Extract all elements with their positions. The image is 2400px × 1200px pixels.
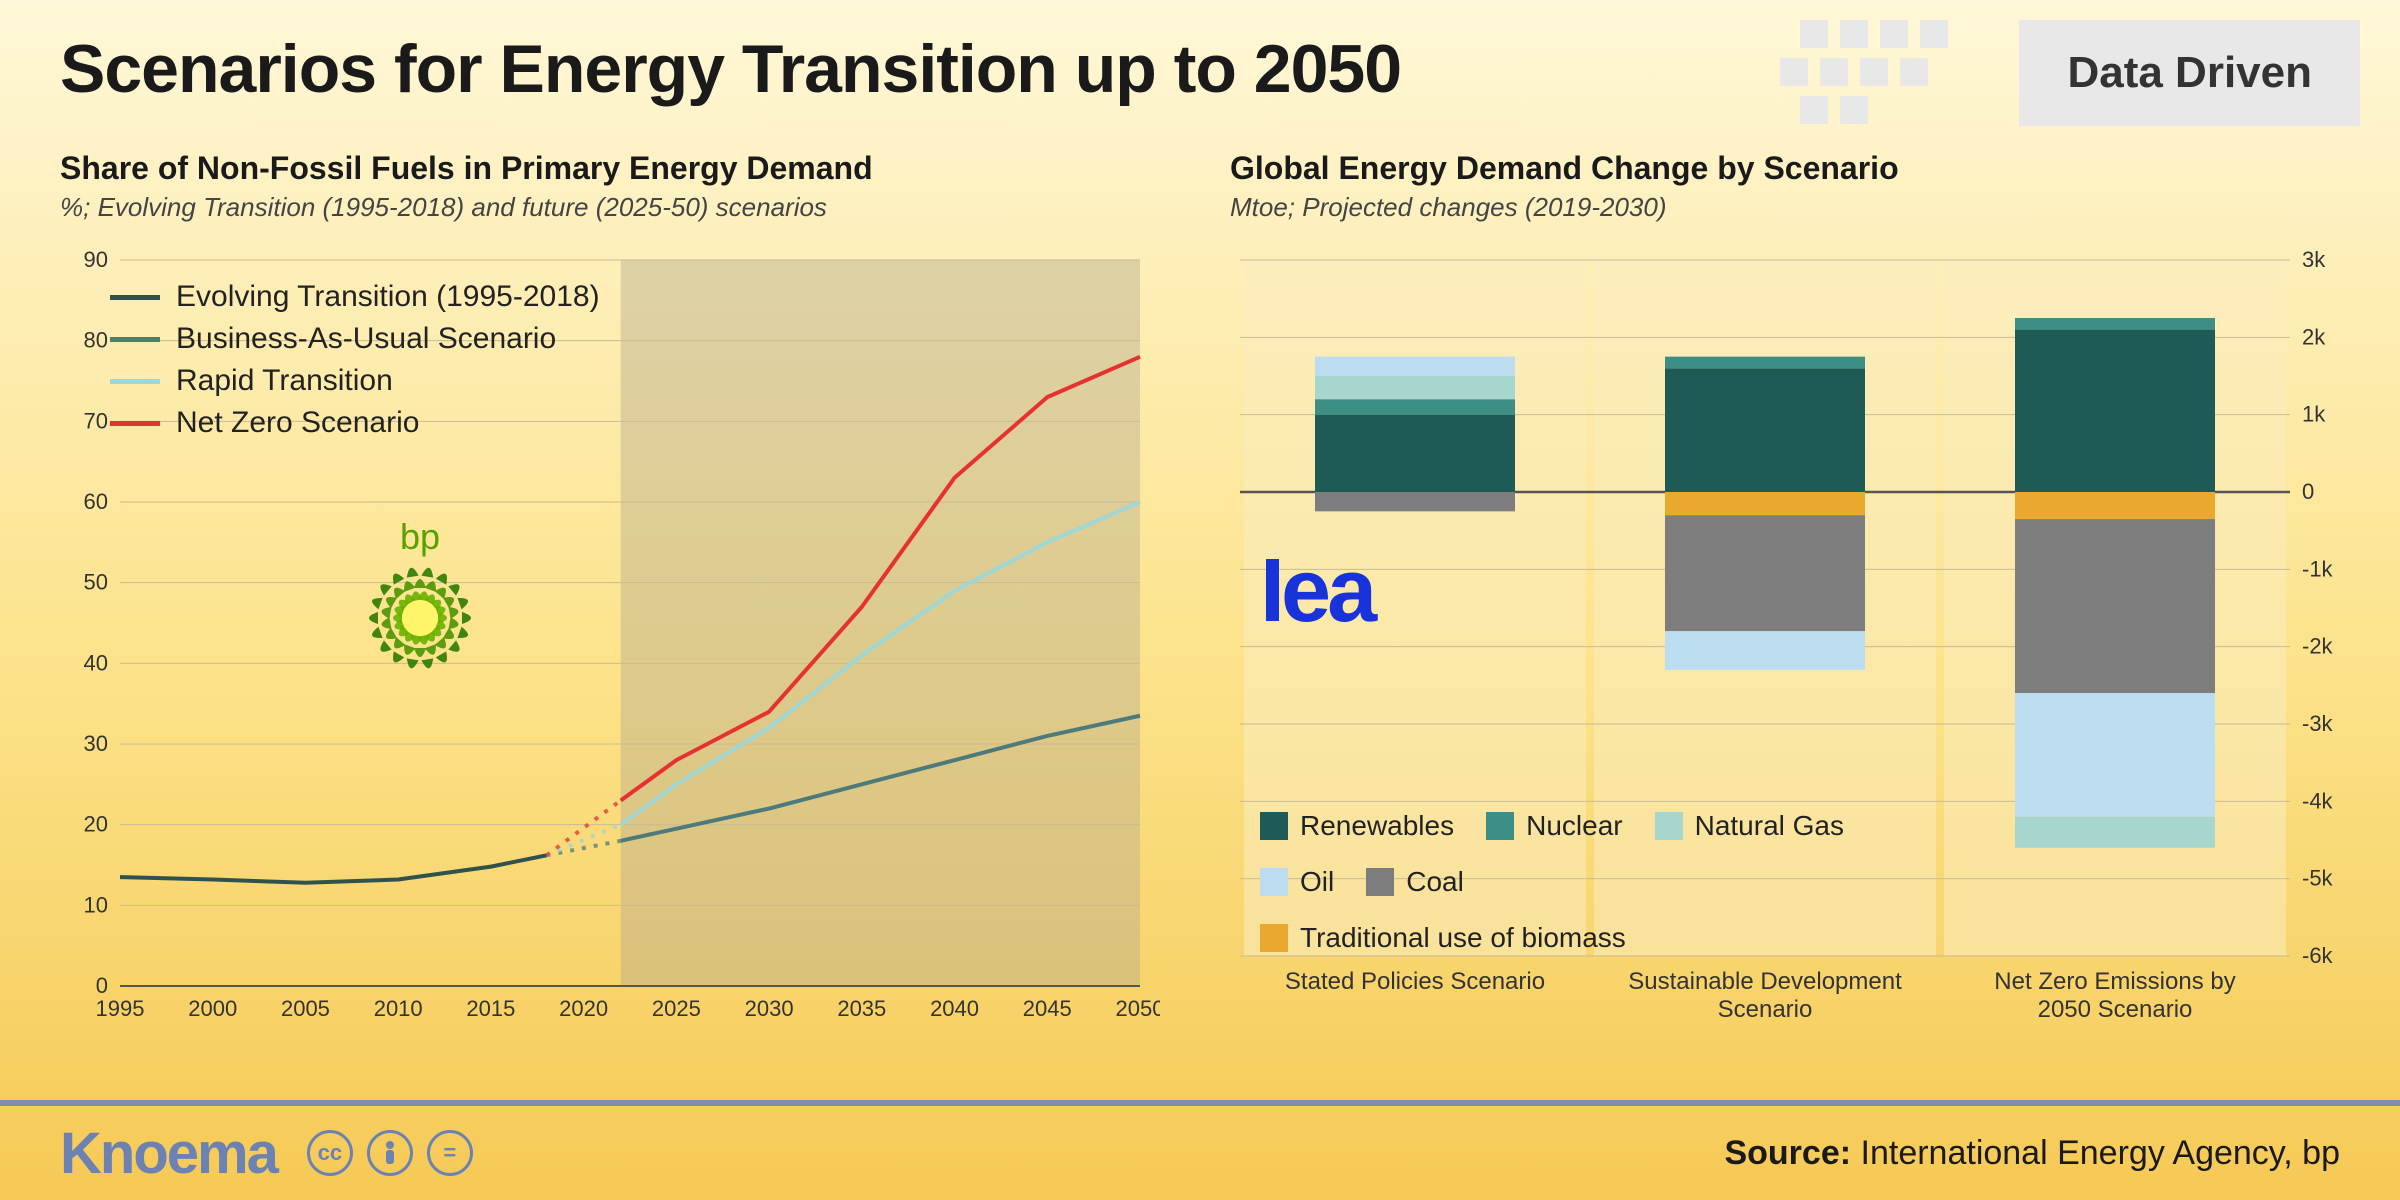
svg-text:1k: 1k xyxy=(2302,402,2326,427)
legend-item: Oil xyxy=(1260,854,1334,910)
legend-item: Traditional use of biomass xyxy=(1260,910,1626,966)
legend-item: Evolving Transition (1995-2018) xyxy=(110,280,600,314)
svg-text:20: 20 xyxy=(84,812,108,837)
line-chart: 0102030405060708090199520002005201020152… xyxy=(60,250,1160,1036)
svg-text:70: 70 xyxy=(84,408,108,433)
license-icons: cc = xyxy=(307,1130,473,1176)
page-title: Scenarios for Energy Transition up to 20… xyxy=(60,30,1401,108)
svg-text:2k: 2k xyxy=(2302,324,2326,349)
svg-text:2005: 2005 xyxy=(281,996,330,1021)
legend-item: Business-As-Usual Scenario xyxy=(110,322,556,356)
svg-text:3k: 3k xyxy=(2302,250,2326,272)
svg-text:-4k: -4k xyxy=(2302,788,2334,813)
svg-text:40: 40 xyxy=(84,650,108,675)
svg-text:2035: 2035 xyxy=(837,996,886,1021)
svg-text:2020: 2020 xyxy=(559,996,608,1021)
svg-text:60: 60 xyxy=(84,489,108,514)
left-chart-title: Share of Non-Fossil Fuels in Primary Ene… xyxy=(60,150,873,187)
svg-text:2050: 2050 xyxy=(1116,996,1160,1021)
svg-text:0: 0 xyxy=(96,973,108,998)
svg-text:2045: 2045 xyxy=(1023,996,1072,1021)
right-chart-note: Mtoe; Projected changes (2019-2030) xyxy=(1230,192,1667,223)
legend-item: Rapid Transition xyxy=(110,364,393,398)
legend-item: Coal xyxy=(1366,854,1464,910)
svg-text:10: 10 xyxy=(84,892,108,917)
svg-text:-5k: -5k xyxy=(2302,866,2334,891)
svg-text:-3k: -3k xyxy=(2302,711,2334,736)
bar-category-label: Stated Policies Scenario xyxy=(1275,968,1555,996)
svg-text:2000: 2000 xyxy=(188,996,237,1021)
svg-text:50: 50 xyxy=(84,570,108,595)
bar-chart-legend: Renewables Nuclear Natural Gas Oil CoalTradi… xyxy=(1260,798,1880,966)
svg-text:0: 0 xyxy=(2302,479,2314,504)
svg-text:-6k: -6k xyxy=(2302,943,2334,968)
iea-logo: Iea xyxy=(1260,540,1373,643)
legend-item: Natural Gas xyxy=(1655,798,1844,854)
bar-category-label: Net Zero Emissions by 2050 Scenario xyxy=(1975,968,2255,1024)
source-attribution: Source: International Energy Agency, bp xyxy=(1724,1134,2340,1173)
cc-icon: cc xyxy=(307,1130,353,1176)
svg-text:2015: 2015 xyxy=(466,996,515,1021)
by-icon xyxy=(367,1130,413,1176)
brand-logo: Knoema xyxy=(60,1120,277,1187)
legend-item: Renewables xyxy=(1260,798,1454,854)
stacked-bar-chart: 3k 2k 1k 0 -1k -2k -3k -4k -5k -6k Iea Renewables… xyxy=(1230,250,2360,1036)
bar-category-label: Sustainable Development Scenario xyxy=(1625,968,1905,1024)
svg-text:-2k: -2k xyxy=(2302,634,2334,659)
svg-text:80: 80 xyxy=(84,328,108,353)
svg-text:2025: 2025 xyxy=(652,996,701,1021)
legend-item: Net Zero Scenario xyxy=(110,406,419,440)
legend-item: Nuclear xyxy=(1486,798,1622,854)
nd-icon: = xyxy=(427,1130,473,1176)
right-chart-title: Global Energy Demand Change by Scenario xyxy=(1230,150,1899,187)
svg-text:90: 90 xyxy=(84,250,108,272)
svg-text:2040: 2040 xyxy=(930,996,979,1021)
data-driven-badge: Data Driven xyxy=(2019,20,2360,126)
svg-text:2030: 2030 xyxy=(745,996,794,1021)
svg-text:-1k: -1k xyxy=(2302,556,2334,581)
bp-logo: bp xyxy=(360,516,480,683)
svg-text:30: 30 xyxy=(84,731,108,756)
svg-text:1995: 1995 xyxy=(96,996,145,1021)
left-chart-note: %; Evolving Transition (1995-2018) and f… xyxy=(60,192,827,223)
svg-text:2010: 2010 xyxy=(374,996,423,1021)
badge-decoration xyxy=(1780,20,1980,120)
footer: Knoema cc = Source: International Energy… xyxy=(0,1100,2400,1200)
